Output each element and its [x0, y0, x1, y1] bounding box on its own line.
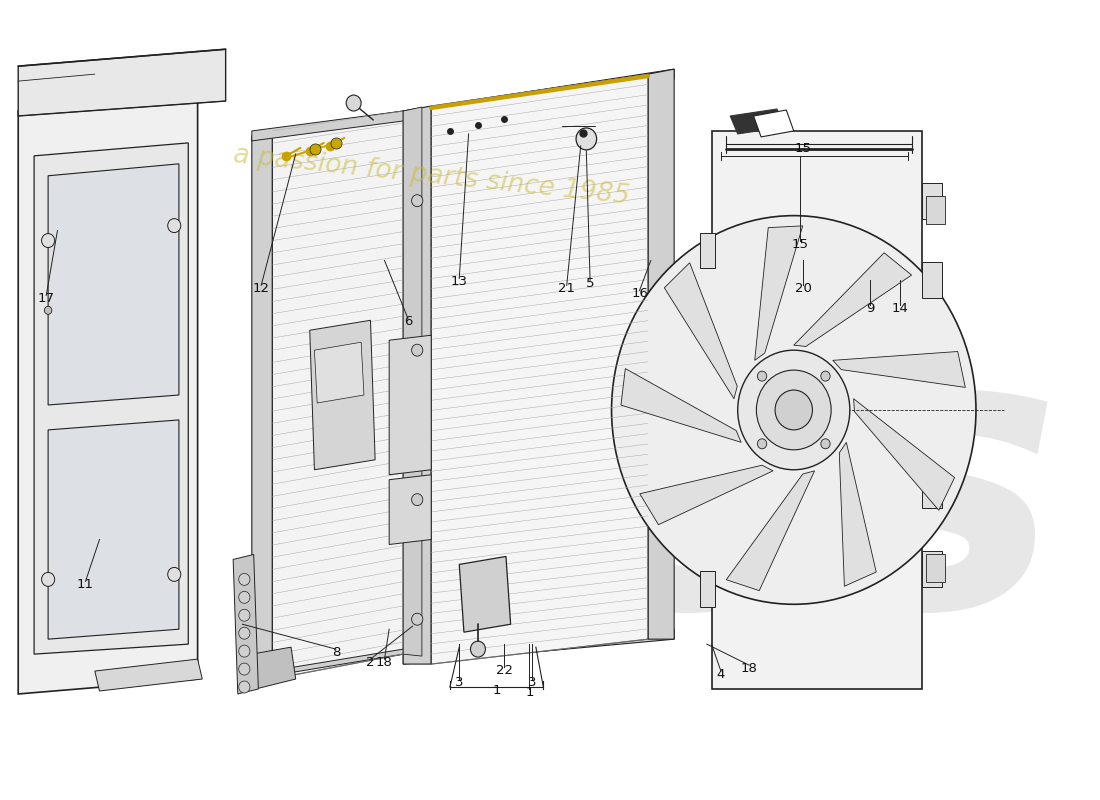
Text: 5: 5	[586, 278, 594, 290]
Polygon shape	[252, 131, 273, 684]
Polygon shape	[48, 420, 179, 639]
Bar	[926, 554, 945, 582]
Circle shape	[776, 390, 813, 430]
Polygon shape	[726, 471, 814, 590]
Polygon shape	[252, 111, 404, 141]
Polygon shape	[252, 649, 404, 679]
Polygon shape	[389, 474, 431, 545]
Polygon shape	[712, 131, 922, 689]
Circle shape	[758, 439, 767, 449]
Text: 8: 8	[332, 646, 340, 659]
Circle shape	[738, 350, 850, 470]
Circle shape	[411, 494, 422, 506]
Text: 1: 1	[493, 684, 500, 697]
Polygon shape	[640, 466, 773, 525]
Circle shape	[239, 627, 250, 639]
Polygon shape	[19, 96, 198, 694]
Text: 13: 13	[451, 275, 468, 288]
Bar	[926, 196, 945, 224]
Polygon shape	[621, 369, 741, 442]
Circle shape	[821, 371, 830, 381]
Circle shape	[757, 370, 832, 450]
Polygon shape	[755, 226, 803, 360]
Text: 3: 3	[455, 676, 463, 689]
Circle shape	[239, 574, 250, 586]
Circle shape	[576, 128, 596, 150]
Circle shape	[42, 234, 55, 247]
Circle shape	[167, 567, 180, 582]
Polygon shape	[404, 630, 674, 664]
Bar	[922, 551, 943, 587]
Polygon shape	[794, 253, 912, 346]
Polygon shape	[404, 107, 422, 656]
Circle shape	[239, 663, 250, 675]
Text: es: es	[566, 311, 1062, 688]
Circle shape	[471, 641, 485, 657]
Bar	[922, 262, 943, 298]
Polygon shape	[48, 164, 179, 405]
Polygon shape	[664, 262, 737, 398]
Text: a passion for parts since 1985: a passion for parts since 1985	[232, 142, 630, 210]
Polygon shape	[233, 554, 258, 694]
Text: 2: 2	[366, 656, 375, 669]
Text: 1985: 1985	[756, 391, 855, 429]
Text: 14: 14	[892, 302, 909, 315]
Text: since: since	[726, 421, 827, 459]
Text: 9: 9	[866, 302, 874, 315]
Polygon shape	[95, 659, 202, 691]
Text: 6: 6	[404, 315, 412, 328]
Polygon shape	[648, 69, 674, 639]
Polygon shape	[754, 110, 794, 137]
Polygon shape	[252, 647, 296, 689]
Polygon shape	[431, 74, 648, 664]
Polygon shape	[34, 143, 188, 654]
Polygon shape	[404, 69, 674, 121]
Circle shape	[167, 218, 180, 233]
Circle shape	[239, 591, 250, 603]
Polygon shape	[273, 111, 404, 679]
Text: 18: 18	[376, 656, 393, 669]
Polygon shape	[389, 335, 431, 474]
Text: 18: 18	[740, 662, 758, 675]
Text: 22: 22	[496, 664, 513, 677]
Bar	[922, 472, 943, 508]
Polygon shape	[854, 398, 955, 510]
Circle shape	[411, 344, 422, 356]
Circle shape	[411, 194, 422, 206]
Text: 20: 20	[794, 282, 812, 295]
Text: 21: 21	[558, 282, 575, 295]
Circle shape	[239, 610, 250, 622]
Polygon shape	[459, 557, 510, 632]
Text: 1: 1	[525, 686, 533, 699]
Circle shape	[239, 681, 250, 693]
Polygon shape	[19, 50, 226, 116]
Polygon shape	[730, 109, 784, 134]
Text: 11: 11	[77, 578, 94, 591]
Text: 15: 15	[794, 142, 812, 155]
Circle shape	[758, 371, 767, 381]
Bar	[701, 571, 715, 607]
Polygon shape	[839, 442, 877, 586]
Circle shape	[612, 216, 976, 604]
Polygon shape	[315, 342, 364, 403]
Circle shape	[411, 614, 422, 626]
Bar	[701, 233, 715, 269]
Bar	[922, 182, 943, 218]
Polygon shape	[310, 320, 375, 470]
Text: 3: 3	[528, 676, 537, 689]
Text: 4: 4	[717, 668, 725, 681]
Text: 17: 17	[37, 292, 55, 306]
Polygon shape	[404, 106, 431, 664]
Text: 15: 15	[792, 238, 808, 250]
Circle shape	[239, 645, 250, 657]
Text: 16: 16	[631, 287, 648, 300]
Circle shape	[821, 439, 830, 449]
Polygon shape	[833, 351, 966, 387]
Text: 12: 12	[253, 282, 270, 295]
Circle shape	[44, 306, 52, 314]
Circle shape	[346, 95, 361, 111]
Circle shape	[42, 572, 55, 586]
